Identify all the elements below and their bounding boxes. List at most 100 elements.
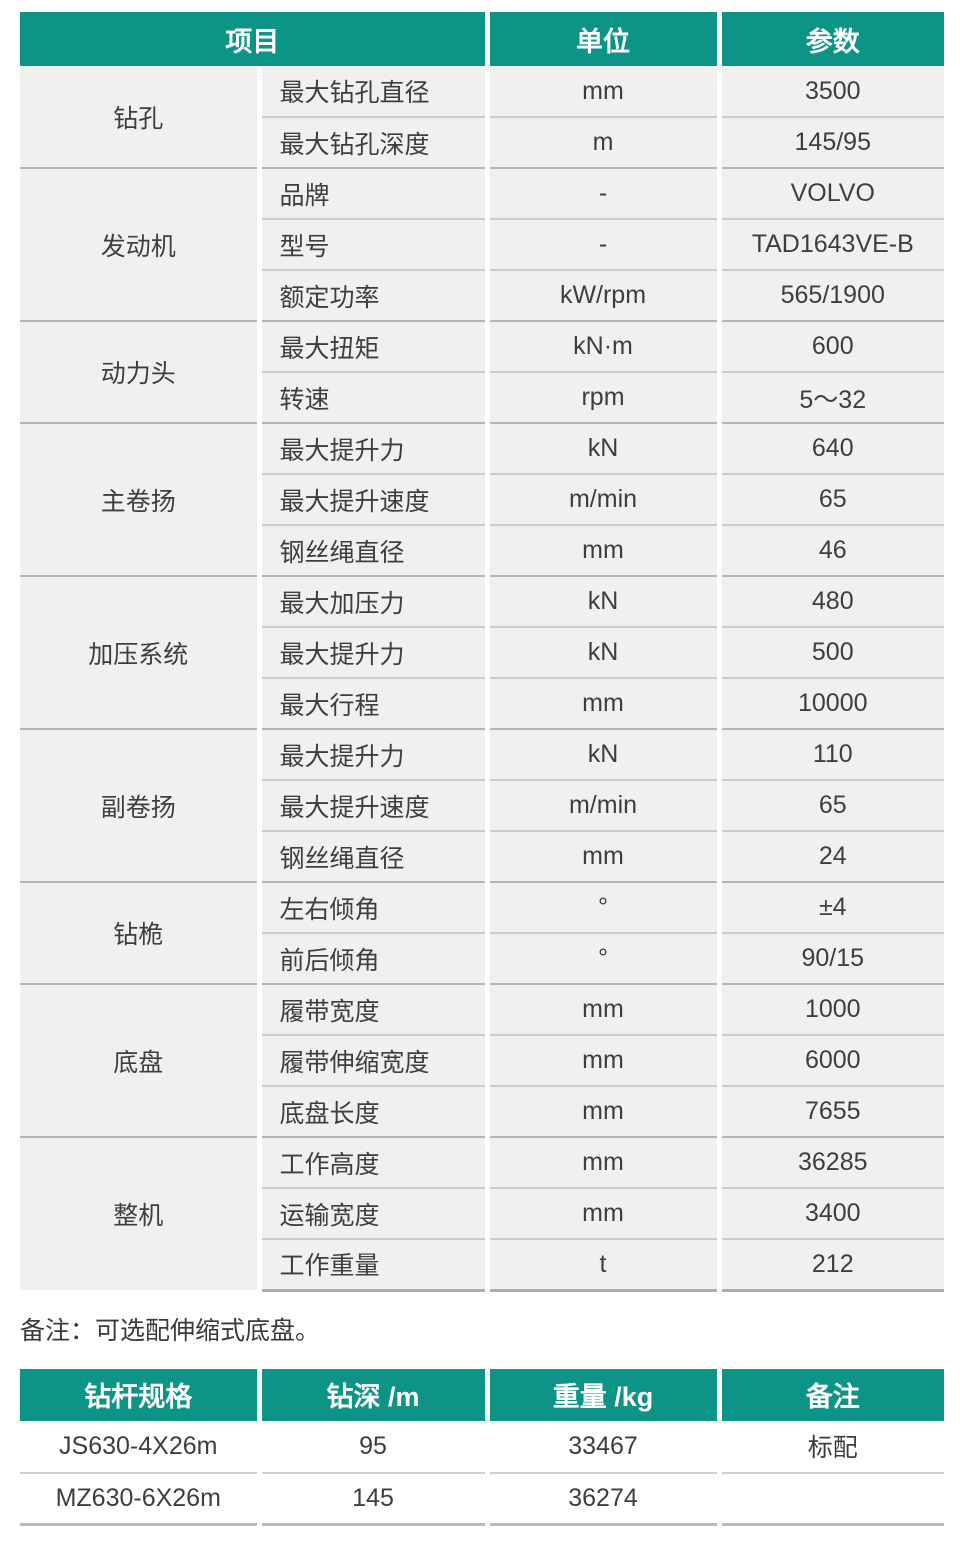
spec-value-cell: 90/15: [716, 932, 944, 984]
pipe-remark-cell: 标配: [716, 1420, 944, 1473]
table-row: 工作重量 t 212: [20, 1238, 944, 1292]
spec-item-cell: 履带伸缩宽度: [256, 1034, 487, 1086]
spec-unit-cell: mm: [484, 524, 719, 576]
spec-unit-cell: mm: [484, 1085, 719, 1137]
spec-item-cell: 品牌: [256, 167, 487, 219]
spec-value-cell: 640: [716, 422, 944, 474]
spec-item-cell: 前后倾角: [256, 932, 487, 984]
spec-item-cell: 工作重量: [256, 1238, 487, 1292]
spec-unit-cell: °: [484, 932, 719, 984]
spec-item-cell: 履带宽度: [256, 983, 487, 1035]
spec-unit-cell: kW/rpm: [484, 269, 719, 321]
spec-value-cell: 565/1900: [716, 269, 944, 321]
spec-value-cell: 24: [716, 830, 944, 882]
table-row: 发动机 品牌 - VOLVO: [20, 167, 944, 321]
spec-table-header: 项目 单位 参数: [20, 12, 944, 66]
category-cell: 动力头: [20, 320, 259, 423]
spec-item-cell: 钢丝绳直径: [256, 830, 487, 882]
spec-unit-cell: mm: [484, 66, 719, 117]
table-row: 最大行程 mm 10000: [20, 677, 944, 729]
spec-unit-cell: °: [484, 881, 719, 933]
spec-item-cell: 最大提升力: [256, 626, 487, 678]
category-cell: 底盘: [20, 983, 259, 1137]
table-row: 最大提升速度 m/min 65: [20, 779, 944, 831]
pipe-depth-cell: 95: [256, 1420, 487, 1473]
pipe-spec-cell: JS630-4X26m: [20, 1420, 259, 1473]
spec-value-cell: TAD1643VE-B: [716, 218, 944, 270]
spec-unit-cell: mm: [484, 1034, 719, 1086]
spec-value-cell: 145/95: [716, 116, 944, 168]
spec-item-cell: 最大提升力: [256, 422, 487, 474]
table-row: 动力头 最大扭矩 kN·m 600: [20, 320, 944, 423]
spec-item-cell: 工作高度: [256, 1136, 487, 1188]
spec-item-cell: 最大钻孔直径: [256, 66, 487, 117]
spec-value-cell: 65: [716, 473, 944, 525]
spec-unit-cell: mm: [484, 1136, 719, 1188]
table-row: 额定功率 kW/rpm 565/1900: [20, 269, 944, 321]
spec-unit-cell: -: [484, 218, 719, 270]
spec-value-cell: 6000: [716, 1034, 944, 1086]
spec-item-cell: 最大提升力: [256, 728, 487, 780]
table-row: 底盘 履带宽度 mm 1000: [20, 983, 944, 1137]
header-row: 钻杆规格 钻深 /m 重量 /kg 备注: [20, 1368, 944, 1421]
spec-value-cell: 46: [716, 524, 944, 576]
footnote: 备注：可选配伸缩式底盘。: [20, 1316, 321, 1345]
spec-item-cell: 最大钻孔深度: [256, 116, 487, 168]
header-item: 项目: [20, 12, 487, 66]
spec-value-cell: 5～32: [716, 371, 944, 423]
table-row: 最大钻孔深度 m 145/95: [20, 116, 944, 168]
spec-value-cell: 36285: [716, 1136, 944, 1188]
spec-item-cell: 最大提升速度: [256, 779, 487, 831]
category-cell: 发动机: [20, 167, 259, 321]
header-pipe-spec: 钻杆规格: [20, 1368, 259, 1421]
spec-unit-cell: m: [484, 116, 719, 168]
table-row: 最大提升速度 m/min 65: [20, 473, 944, 525]
spec-unit-cell: m/min: [484, 779, 719, 831]
spec-unit-cell: kN: [484, 575, 719, 627]
spec-unit-cell: kN: [484, 422, 719, 474]
spec-unit-cell: mm: [484, 677, 719, 729]
category-cell: 加压系统: [20, 575, 259, 729]
spec-item-cell: 最大行程: [256, 677, 487, 729]
spec-item-cell: 最大提升速度: [256, 473, 487, 525]
category-cell: 钻孔: [20, 66, 259, 168]
category-cell: 整机: [20, 1136, 259, 1290]
spec-table-body: 钻孔 最大钻孔直径 mm 3500 最大钻孔深度 m 145/95 发动机 品牌 - VOLVO 型号…: [20, 66, 944, 1292]
table-row: 钻桅 左右倾角 ° ±4: [20, 881, 944, 984]
spec-unit-cell: kN: [484, 728, 719, 780]
category-cell: 主卷扬: [20, 422, 259, 576]
header-weight: 重量 /kg: [484, 1368, 719, 1421]
pipe-spec-cell: MZ630-6X26m: [20, 1471, 259, 1526]
spec-unit-cell: m/min: [484, 473, 719, 525]
spec-value-cell: 3400: [716, 1187, 944, 1239]
table-row: 最大提升力 kN 500: [20, 626, 944, 678]
spec-item-cell: 左右倾角: [256, 881, 487, 933]
table-row: 加压系统 最大加压力 kN 480: [20, 575, 944, 729]
spec-item-cell: 底盘长度: [256, 1085, 487, 1137]
spec-value-cell: 7655: [716, 1085, 944, 1137]
header-parameter: 参数: [716, 12, 944, 66]
spec-item-cell: 转速: [256, 371, 487, 423]
table-row: 型号 - TAD1643VE-B: [20, 218, 944, 270]
pipe-depth-cell: 145: [256, 1471, 487, 1526]
spec-item-cell: 运输宽度: [256, 1187, 487, 1239]
spec-item-cell: 额定功率: [256, 269, 487, 321]
spec-unit-cell: -: [484, 167, 719, 219]
spec-value-cell: 1000: [716, 983, 944, 1035]
spec-unit-cell: mm: [484, 983, 719, 1035]
table-row: 底盘长度 mm 7655: [20, 1085, 944, 1137]
category-cell: 副卷扬: [20, 728, 259, 882]
category-cell: 钻桅: [20, 881, 259, 984]
spec-value-cell: ±4: [716, 881, 944, 933]
table-row: 钻孔 最大钻孔直径 mm 3500: [20, 66, 944, 168]
spec-value-cell: 500: [716, 626, 944, 678]
spec-item-cell: 最大加压力: [256, 575, 487, 627]
pipe-weight-cell: 36274: [484, 1471, 719, 1526]
pipe-remark-cell: [716, 1471, 944, 1526]
spec-unit-cell: mm: [484, 830, 719, 882]
pipe-table-body: JS630-4X26m 95 33467 标配 MZ630-6X26m 145 36274: [20, 1420, 944, 1526]
table-row: 主卷扬 最大提升力 kN 640: [20, 422, 944, 576]
header-remark: 备注: [716, 1368, 944, 1421]
spec-value-cell: 65: [716, 779, 944, 831]
spec-unit-cell: rpm: [484, 371, 719, 423]
